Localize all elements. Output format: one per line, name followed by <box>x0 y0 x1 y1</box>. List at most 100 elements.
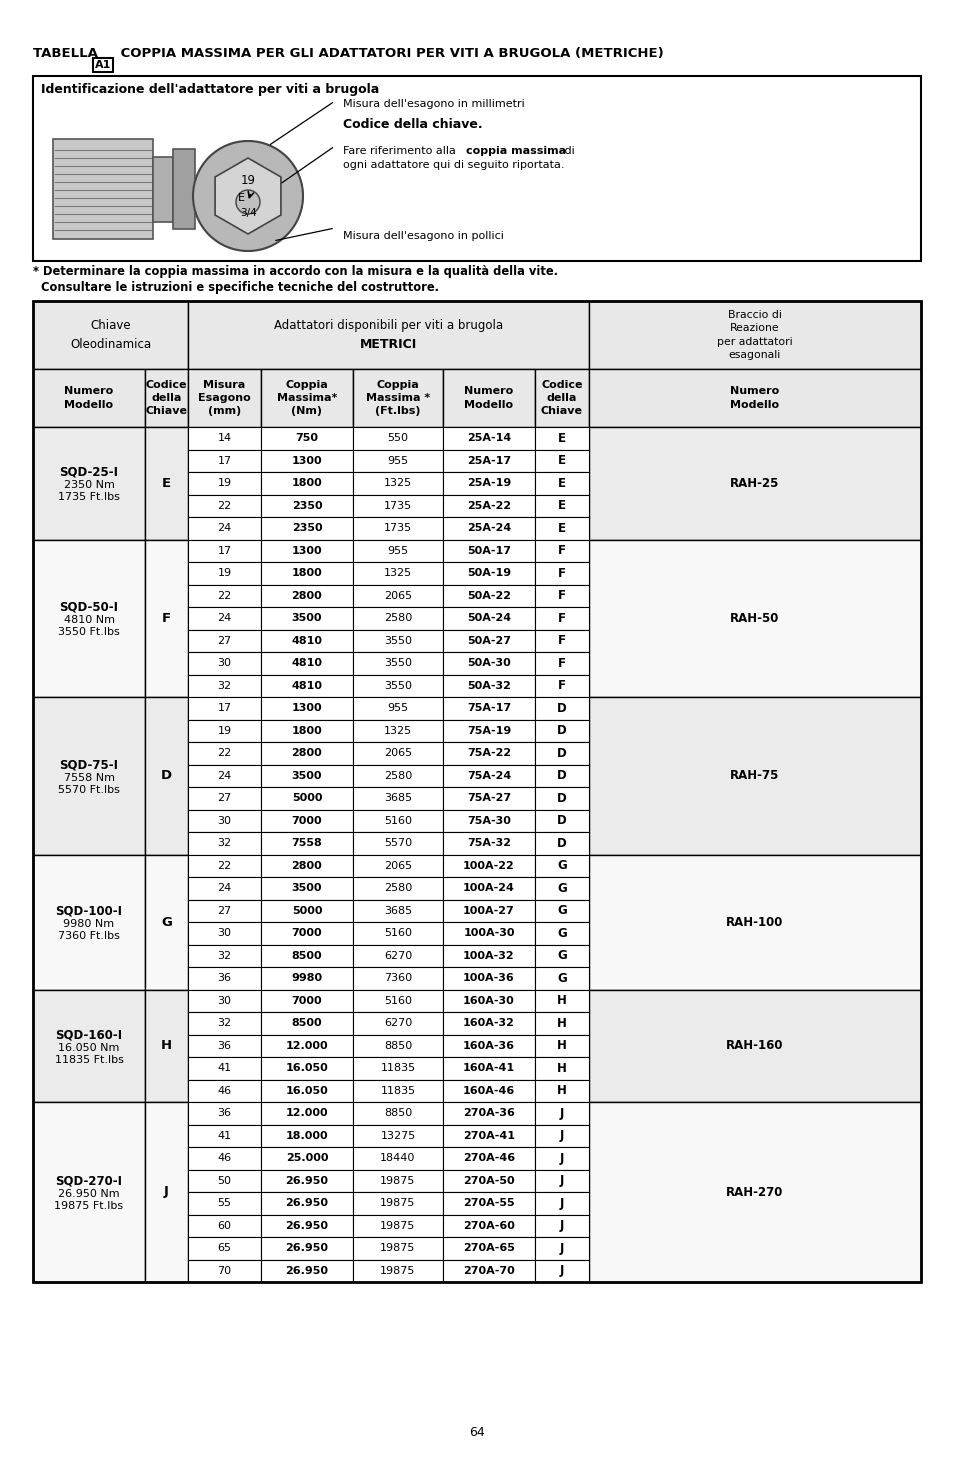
Bar <box>188 900 261 922</box>
Bar <box>353 1192 442 1214</box>
Text: RAH-270: RAH-270 <box>725 1186 782 1199</box>
Bar <box>261 1124 353 1148</box>
Text: H: H <box>557 1040 566 1052</box>
Text: 46: 46 <box>217 1086 232 1096</box>
Bar <box>188 562 261 584</box>
Bar <box>442 764 535 788</box>
Text: Codice
della
Chiave: Codice della Chiave <box>146 379 188 416</box>
Text: Misura dell'esagono in pollici: Misura dell'esagono in pollici <box>343 232 503 240</box>
Bar <box>172 149 194 229</box>
Text: J: J <box>559 1152 563 1165</box>
Text: 19875 Ft.lbs: 19875 Ft.lbs <box>54 1201 124 1211</box>
Bar <box>535 426 588 450</box>
Text: 13275: 13275 <box>380 1131 416 1140</box>
Text: D: D <box>557 702 566 715</box>
Bar <box>261 494 353 518</box>
Text: * Determinare la coppia massima in accordo con la misura e la qualità della vite: * Determinare la coppia massima in accor… <box>33 266 558 277</box>
Bar <box>588 990 920 1102</box>
Bar <box>261 1260 353 1282</box>
Bar <box>261 472 353 494</box>
Text: Coppia
Massima*
(Nm): Coppia Massima* (Nm) <box>276 379 336 416</box>
Text: H: H <box>557 994 566 1007</box>
Text: 32: 32 <box>217 838 232 848</box>
Bar <box>188 426 261 450</box>
Text: 6270: 6270 <box>383 1018 412 1028</box>
Text: 19: 19 <box>217 568 232 578</box>
Text: 270A-60: 270A-60 <box>462 1221 515 1230</box>
Text: 2800: 2800 <box>292 591 322 600</box>
Bar <box>261 1058 353 1080</box>
Bar <box>261 742 353 764</box>
Bar <box>188 1124 261 1148</box>
Bar <box>442 1148 535 1170</box>
Bar <box>535 518 588 540</box>
Bar <box>261 1192 353 1214</box>
Bar <box>535 1148 588 1170</box>
Bar <box>442 584 535 608</box>
Text: 270A-70: 270A-70 <box>462 1266 515 1276</box>
Bar <box>442 630 535 652</box>
Text: 11835: 11835 <box>380 1086 416 1096</box>
Text: 6270: 6270 <box>383 951 412 960</box>
Text: 1735 Ft.lbs: 1735 Ft.lbs <box>58 493 120 503</box>
Bar <box>145 698 188 854</box>
Text: ogni adattatore qui di seguito riportata.: ogni adattatore qui di seguito riportata… <box>343 159 564 170</box>
Bar <box>442 652 535 674</box>
Bar <box>442 608 535 630</box>
Bar <box>353 426 442 450</box>
Bar <box>33 698 145 854</box>
Bar <box>261 764 353 788</box>
Bar <box>145 426 188 540</box>
Text: Identificazione dell'adattatore per viti a brugola: Identificazione dell'adattatore per viti… <box>41 83 379 96</box>
Bar <box>588 854 920 990</box>
Text: D: D <box>557 724 566 738</box>
Text: 1325: 1325 <box>383 478 412 488</box>
Bar <box>353 854 442 878</box>
Bar <box>188 369 261 426</box>
Bar <box>353 900 442 922</box>
Bar <box>442 450 535 472</box>
Text: 12.000: 12.000 <box>285 1108 328 1118</box>
Text: 12.000: 12.000 <box>285 1041 328 1050</box>
Bar <box>535 854 588 878</box>
Bar <box>588 1102 920 1282</box>
Bar <box>261 1148 353 1170</box>
Bar <box>353 968 442 990</box>
Bar <box>261 922 353 944</box>
Text: 75A-24: 75A-24 <box>466 771 511 780</box>
Text: 26.950: 26.950 <box>285 1221 328 1230</box>
Bar <box>33 426 145 540</box>
Bar <box>188 764 261 788</box>
Bar <box>535 1124 588 1148</box>
Text: 75A-30: 75A-30 <box>467 816 511 826</box>
Bar <box>188 1102 261 1124</box>
Text: 18440: 18440 <box>380 1153 416 1164</box>
Bar <box>261 878 353 900</box>
Text: 25A-22: 25A-22 <box>466 500 511 510</box>
Bar <box>353 878 442 900</box>
Text: D: D <box>557 836 566 850</box>
Text: G: G <box>557 926 566 940</box>
Bar <box>188 1260 261 1282</box>
Text: G: G <box>557 950 566 962</box>
Text: E: E <box>558 476 565 490</box>
Text: RAH-160: RAH-160 <box>725 1040 783 1052</box>
Bar <box>188 450 261 472</box>
Text: 22: 22 <box>217 748 232 758</box>
Text: 955: 955 <box>387 546 408 556</box>
Text: 75A-19: 75A-19 <box>466 726 511 736</box>
Bar <box>353 630 442 652</box>
Text: 3550: 3550 <box>384 658 412 668</box>
Bar <box>33 1102 145 1282</box>
Bar <box>353 1170 442 1192</box>
Bar <box>535 494 588 518</box>
Text: J: J <box>559 1196 563 1210</box>
Bar <box>353 562 442 584</box>
Bar <box>33 540 145 698</box>
Text: E: E <box>558 499 565 512</box>
Text: 50: 50 <box>217 1176 232 1186</box>
Text: 9980 Nm: 9980 Nm <box>63 919 114 929</box>
Bar <box>442 1238 535 1260</box>
Text: 5160: 5160 <box>384 816 412 826</box>
Text: D: D <box>557 770 566 782</box>
